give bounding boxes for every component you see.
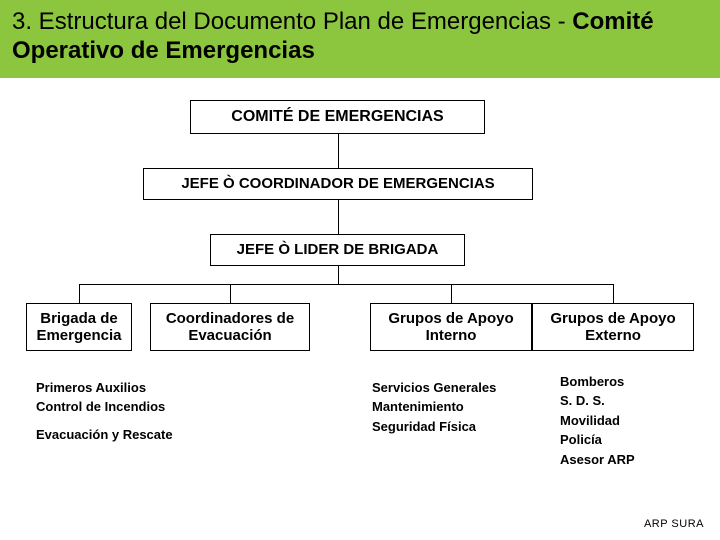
bullet-item: Evacuación y Rescate — [36, 425, 216, 445]
bullet-item: S. D. S. — [560, 391, 700, 411]
connector — [79, 284, 80, 303]
org-node: Grupos de Apoyo Externo — [532, 303, 694, 351]
page-title: 3. Estructura del Documento Plan de Emer… — [12, 8, 708, 66]
connector — [451, 284, 452, 303]
bullet-item: Movilidad — [560, 411, 700, 431]
footer-brand: ARP SURA — [644, 518, 704, 530]
bullet-item: Bomberos — [560, 372, 700, 392]
bullets-apoyo-externo: BomberosS. D. S.MovilidadPolicíaAsesor A… — [560, 372, 700, 470]
org-node: Grupos de Apoyo Interno — [370, 303, 532, 351]
org-chart-canvas: COMITÉ DE EMERGENCIAS JEFE Ò COORDINADOR … — [0, 78, 720, 508]
org-node: JEFE Ò COORDINADOR DE EMERGENCIAS — [143, 168, 533, 200]
org-node: COMITÉ DE EMERGENCIAS — [190, 100, 485, 134]
org-node: Coordinadores de Evacuación — [150, 303, 310, 351]
bullet-item: Mantenimiento — [372, 397, 542, 417]
title-prefix: 3. Estructura del Documento Plan de Emer… — [12, 8, 572, 35]
org-node: JEFE Ò LIDER DE BRIGADA — [210, 234, 465, 266]
bullet-item: Primeros Auxilios — [36, 378, 216, 398]
bullet-item: Seguridad Física — [372, 417, 542, 437]
connector — [613, 284, 614, 303]
bullets-brigada: Primeros AuxiliosControl de Incendios Eva… — [36, 378, 216, 445]
connector — [230, 284, 231, 303]
bullet-item: Control de Incendios — [36, 397, 216, 417]
connector — [79, 284, 613, 285]
header-band: 3. Estructura del Documento Plan de Emer… — [0, 0, 720, 78]
bullet-item: Servicios Generales — [372, 378, 542, 398]
connector — [338, 200, 339, 234]
bullet-item: Policía — [560, 430, 700, 450]
bullets-apoyo-interno: Servicios GeneralesMantenimientoSegurida… — [372, 378, 542, 437]
connector — [338, 134, 339, 168]
org-node: Brigada de Emergencia — [26, 303, 132, 351]
connector — [338, 266, 339, 285]
bullet-item: Asesor ARP — [560, 450, 700, 470]
